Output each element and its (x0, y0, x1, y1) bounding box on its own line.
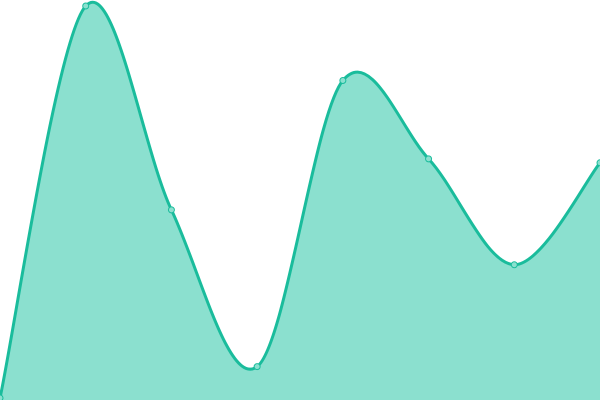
data-point-1 (82, 2, 90, 10)
data-point-2 (167, 206, 175, 214)
data-point-4 (339, 76, 347, 84)
data-point-0 (0, 394, 4, 400)
data-point-3 (253, 363, 261, 371)
data-point-5 (425, 155, 433, 163)
data-point-7 (596, 159, 600, 167)
data-point-6 (510, 261, 518, 269)
